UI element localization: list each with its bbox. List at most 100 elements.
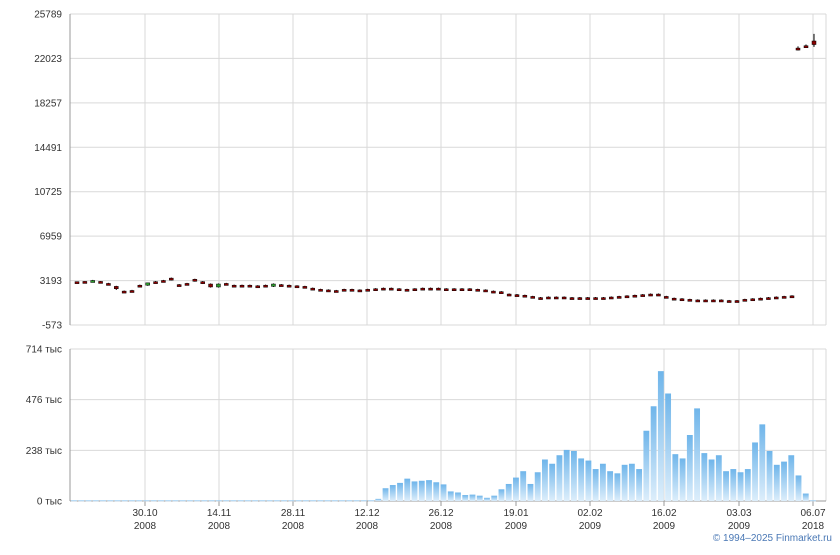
price-candle	[114, 286, 119, 289]
price-y-tick-label: 6959	[40, 232, 63, 243]
price-candle	[153, 281, 158, 284]
volume-bar	[766, 450, 773, 501]
volume-y-tick-label: 714 тыс	[26, 345, 62, 356]
volume-bar	[92, 500, 99, 502]
volume-y-tick-label: 0 тыс	[37, 497, 62, 508]
volume-bar	[744, 469, 751, 501]
volume-bar	[628, 463, 635, 501]
volume-bar	[498, 489, 505, 501]
volume-bar	[150, 500, 157, 502]
price-candle	[294, 285, 300, 289]
volume-bar	[331, 500, 338, 502]
price-candle	[106, 283, 111, 286]
x-tick-label: 06.07	[800, 508, 825, 519]
price-candle	[318, 289, 323, 292]
volume-bar	[737, 472, 744, 501]
price-candle	[420, 287, 425, 291]
x-tick-label-year: 2008	[134, 521, 157, 532]
volume-bar	[455, 492, 461, 501]
price-candle	[766, 297, 771, 300]
volume-bar	[244, 500, 251, 502]
price-candle	[632, 294, 638, 298]
price-y-tick-label: 22023	[34, 54, 62, 65]
volume-bar	[302, 500, 309, 502]
volume-bar	[252, 500, 259, 502]
price-candle	[538, 297, 543, 300]
price-y-tick-label: 10725	[34, 187, 62, 198]
price-candle	[161, 280, 166, 283]
volume-bar	[802, 493, 809, 501]
volume-bar	[542, 459, 548, 501]
volume-bar	[397, 482, 403, 501]
volume-y-tick-label: 238 тыс	[26, 446, 62, 457]
volume-bar	[810, 500, 816, 502]
price-candle	[334, 290, 339, 293]
volume-bar	[281, 500, 288, 502]
x-tick-label: 28.11	[281, 508, 306, 519]
price-candle	[428, 287, 433, 291]
price-candle	[224, 283, 229, 286]
price-candle	[711, 299, 716, 303]
price-candle-2018	[803, 45, 809, 48]
price-candle	[695, 299, 700, 303]
volume-bar	[404, 478, 411, 501]
volume-bar	[411, 481, 418, 501]
volume-bar	[599, 463, 606, 501]
price-candle	[98, 281, 103, 284]
volume-bar	[288, 500, 295, 502]
price-candle	[451, 288, 457, 291]
volume-bar	[513, 477, 519, 501]
volume-bar	[484, 497, 490, 501]
price-candle	[475, 289, 480, 292]
volume-bar	[324, 500, 331, 502]
price-candle	[530, 296, 535, 299]
volume-bar	[781, 461, 787, 501]
price-candle	[774, 296, 779, 300]
volume-bar	[114, 500, 121, 502]
volume-bar	[295, 500, 302, 502]
price-candle	[483, 289, 488, 293]
x-tick-label-year: 2008	[282, 521, 305, 532]
volume-bar	[643, 430, 650, 501]
volume-bar	[491, 495, 498, 501]
price-candle	[381, 287, 386, 291]
volume-bar	[520, 471, 527, 501]
price-candle	[640, 294, 645, 297]
price-candle	[734, 300, 740, 303]
volume-bar	[194, 500, 201, 502]
x-tick-label-year: 2018	[802, 521, 825, 532]
x-tick-label: 03.03	[726, 508, 751, 519]
price-candle	[561, 296, 567, 300]
volume-bar	[360, 500, 367, 502]
volume-bar	[563, 449, 570, 501]
volume-bar	[469, 494, 476, 501]
price-candle	[546, 296, 551, 300]
volume-bar	[708, 459, 715, 501]
price-candle	[373, 288, 378, 291]
price-candle	[436, 287, 441, 291]
price-candle	[192, 279, 198, 282]
price-candle	[121, 290, 127, 294]
volume-bar	[237, 500, 244, 502]
volume-bar	[549, 463, 556, 501]
x-tick-label-year: 2009	[728, 521, 751, 532]
price-candle	[231, 284, 237, 288]
price-candle	[404, 289, 410, 292]
volume-bar	[353, 500, 360, 502]
x-tick-label: 16.02	[651, 508, 676, 519]
price-candle	[286, 284, 292, 288]
price-candle	[216, 283, 221, 288]
price-candle	[719, 299, 724, 303]
volume-bar	[534, 472, 541, 501]
price-candle	[263, 284, 268, 288]
volume-bar	[686, 435, 693, 501]
volume-bar	[694, 408, 701, 501]
volume-bar	[418, 480, 425, 501]
price-candle	[412, 288, 418, 291]
price-candle	[593, 297, 598, 300]
price-candle	[648, 293, 653, 297]
price-y-tick-label: 3193	[40, 276, 63, 287]
price-candle	[279, 284, 284, 287]
